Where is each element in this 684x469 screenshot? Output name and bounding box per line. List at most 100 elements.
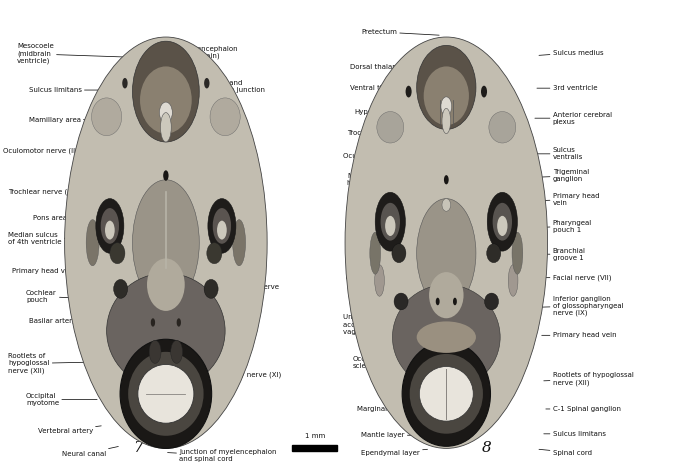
Text: Rootlets of hypoglossal
nerve (XII): Rootlets of hypoglossal nerve (XII) xyxy=(544,372,633,386)
Text: Mantle layer: Mantle layer xyxy=(361,432,419,438)
Ellipse shape xyxy=(375,265,384,296)
Ellipse shape xyxy=(138,364,194,423)
Ellipse shape xyxy=(392,244,406,263)
Text: Geniculate
ganglion: Geniculate ganglion xyxy=(172,232,228,245)
Ellipse shape xyxy=(210,98,240,136)
Text: Mesencephalon
(midbrain): Mesencephalon (midbrain) xyxy=(163,46,238,59)
Text: C-1 Spinal ganglion: C-1 Spinal ganglion xyxy=(546,406,620,412)
Ellipse shape xyxy=(92,98,122,136)
Text: Diencephalon and
mesencephalon junction
3rd ventricle: Diencephalon and mesencephalon junction … xyxy=(159,80,265,100)
Ellipse shape xyxy=(489,112,516,143)
Text: Rootlets of
hypoglossal
nerve (XII): Rootlets of hypoglossal nerve (XII) xyxy=(8,353,94,374)
Ellipse shape xyxy=(107,273,225,389)
Ellipse shape xyxy=(417,199,476,308)
Text: Median sulcus
of 4th ventricle: Median sulcus of 4th ventricle xyxy=(8,232,122,245)
Text: Oculomotor nerve (III): Oculomotor nerve (III) xyxy=(343,152,423,159)
Circle shape xyxy=(149,340,161,363)
Circle shape xyxy=(124,439,152,457)
Text: Sulcus medius: Sulcus medius xyxy=(539,50,603,55)
Text: Glossopharyngeal
nerve (IX): Glossopharyngeal nerve (IX) xyxy=(176,299,253,312)
Ellipse shape xyxy=(508,265,518,296)
Circle shape xyxy=(444,175,449,184)
Text: Trochlear nerve (IV): Trochlear nerve (IV) xyxy=(347,129,425,136)
Ellipse shape xyxy=(487,244,501,263)
Bar xyxy=(292,445,337,451)
Ellipse shape xyxy=(429,272,464,318)
Text: Primary head vein: Primary head vein xyxy=(12,268,101,274)
Text: Mamillary
recess: Mamillary recess xyxy=(163,146,218,159)
Ellipse shape xyxy=(110,243,125,264)
Ellipse shape xyxy=(147,258,185,311)
Text: Pharyngeal
pouch 1: Pharyngeal pouch 1 xyxy=(539,219,592,233)
Circle shape xyxy=(96,199,124,253)
Circle shape xyxy=(453,298,457,305)
Ellipse shape xyxy=(402,341,490,446)
Text: Trochlear nerve (IV): Trochlear nerve (IV) xyxy=(8,188,115,195)
Ellipse shape xyxy=(419,367,473,421)
Circle shape xyxy=(150,318,155,327)
Text: Trigeminal
ganglion: Trigeminal ganglion xyxy=(535,169,589,182)
Text: Posterior
cerebral artery: Posterior cerebral artery xyxy=(350,201,414,214)
Ellipse shape xyxy=(133,180,199,306)
Text: Hypothalamus: Hypothalamus xyxy=(354,109,430,114)
Circle shape xyxy=(436,298,440,305)
Ellipse shape xyxy=(417,321,476,353)
Ellipse shape xyxy=(410,354,483,434)
Circle shape xyxy=(163,170,168,181)
Ellipse shape xyxy=(393,285,500,390)
Text: 1 mm: 1 mm xyxy=(304,432,325,439)
Text: Cochlear ganglion
of vestibulocochlear nerve: Cochlear ganglion of vestibulocochlear n… xyxy=(176,277,279,290)
Text: Vertebral artery: Vertebral artery xyxy=(38,426,101,433)
Ellipse shape xyxy=(140,67,192,134)
Text: Neuro-
hypophyseal bud: Neuro- hypophyseal bud xyxy=(347,173,421,186)
Circle shape xyxy=(208,199,236,253)
Circle shape xyxy=(105,221,115,240)
Text: Junction of myelencephalon
and spinal cord: Junction of myelencephalon and spinal co… xyxy=(168,449,277,462)
Circle shape xyxy=(376,192,406,251)
Ellipse shape xyxy=(345,37,548,448)
Ellipse shape xyxy=(133,41,199,142)
Ellipse shape xyxy=(207,243,222,264)
Text: Inferior ganglion
of glossopharyngeal
nerve (IX): Inferior ganglion of glossopharyngeal ne… xyxy=(539,295,623,316)
Text: Vagus nerve (X): Vagus nerve (X) xyxy=(172,327,246,334)
Text: Spinal cord: Spinal cord xyxy=(539,449,592,455)
Text: Basilar artery: Basilar artery xyxy=(29,318,101,324)
Circle shape xyxy=(487,192,517,251)
Text: Occipital
myotome: Occipital myotome xyxy=(26,393,97,406)
Ellipse shape xyxy=(204,280,218,298)
Text: Oculomotor nerve (III): Oculomotor nerve (III) xyxy=(3,148,113,154)
Ellipse shape xyxy=(128,352,204,436)
Text: 3rd ventricle: 3rd ventricle xyxy=(537,85,597,91)
Ellipse shape xyxy=(159,102,172,123)
Text: 7: 7 xyxy=(133,441,143,455)
Text: Branchial
groove 1: Branchial groove 1 xyxy=(539,248,586,261)
Circle shape xyxy=(406,86,412,98)
Circle shape xyxy=(213,208,231,244)
Ellipse shape xyxy=(417,45,476,129)
Circle shape xyxy=(380,203,400,241)
Text: Neural canal: Neural canal xyxy=(62,446,118,457)
Text: Sulcus limitans: Sulcus limitans xyxy=(544,431,605,437)
Circle shape xyxy=(204,78,209,89)
Text: Pretectum: Pretectum xyxy=(361,29,439,35)
Ellipse shape xyxy=(441,97,451,116)
Circle shape xyxy=(176,318,181,327)
Text: Basilar artery: Basilar artery xyxy=(357,300,409,305)
Circle shape xyxy=(385,216,395,236)
Text: Spinal accessory nerve (XI): Spinal accessory nerve (XI) xyxy=(174,371,281,378)
Text: Mamillary area: Mamillary area xyxy=(29,117,106,122)
Text: Sulcus
ventralis: Sulcus ventralis xyxy=(535,147,583,160)
Ellipse shape xyxy=(233,219,246,266)
Text: Marginal layer: Marginal layer xyxy=(357,406,412,412)
Ellipse shape xyxy=(86,219,99,266)
Circle shape xyxy=(122,78,128,89)
Ellipse shape xyxy=(114,280,128,298)
Text: Ventral thalamus: Ventral thalamus xyxy=(350,85,432,91)
Ellipse shape xyxy=(64,37,267,448)
Text: Primary head
vein: Primary head vein xyxy=(537,193,599,206)
Text: Diencephalon: Diencephalon xyxy=(161,128,234,133)
Ellipse shape xyxy=(423,67,469,125)
Circle shape xyxy=(481,86,487,98)
Text: Occipital
sclerotomes: Occipital sclerotomes xyxy=(352,356,405,369)
Text: Ependymal layer: Ependymal layer xyxy=(361,449,428,455)
